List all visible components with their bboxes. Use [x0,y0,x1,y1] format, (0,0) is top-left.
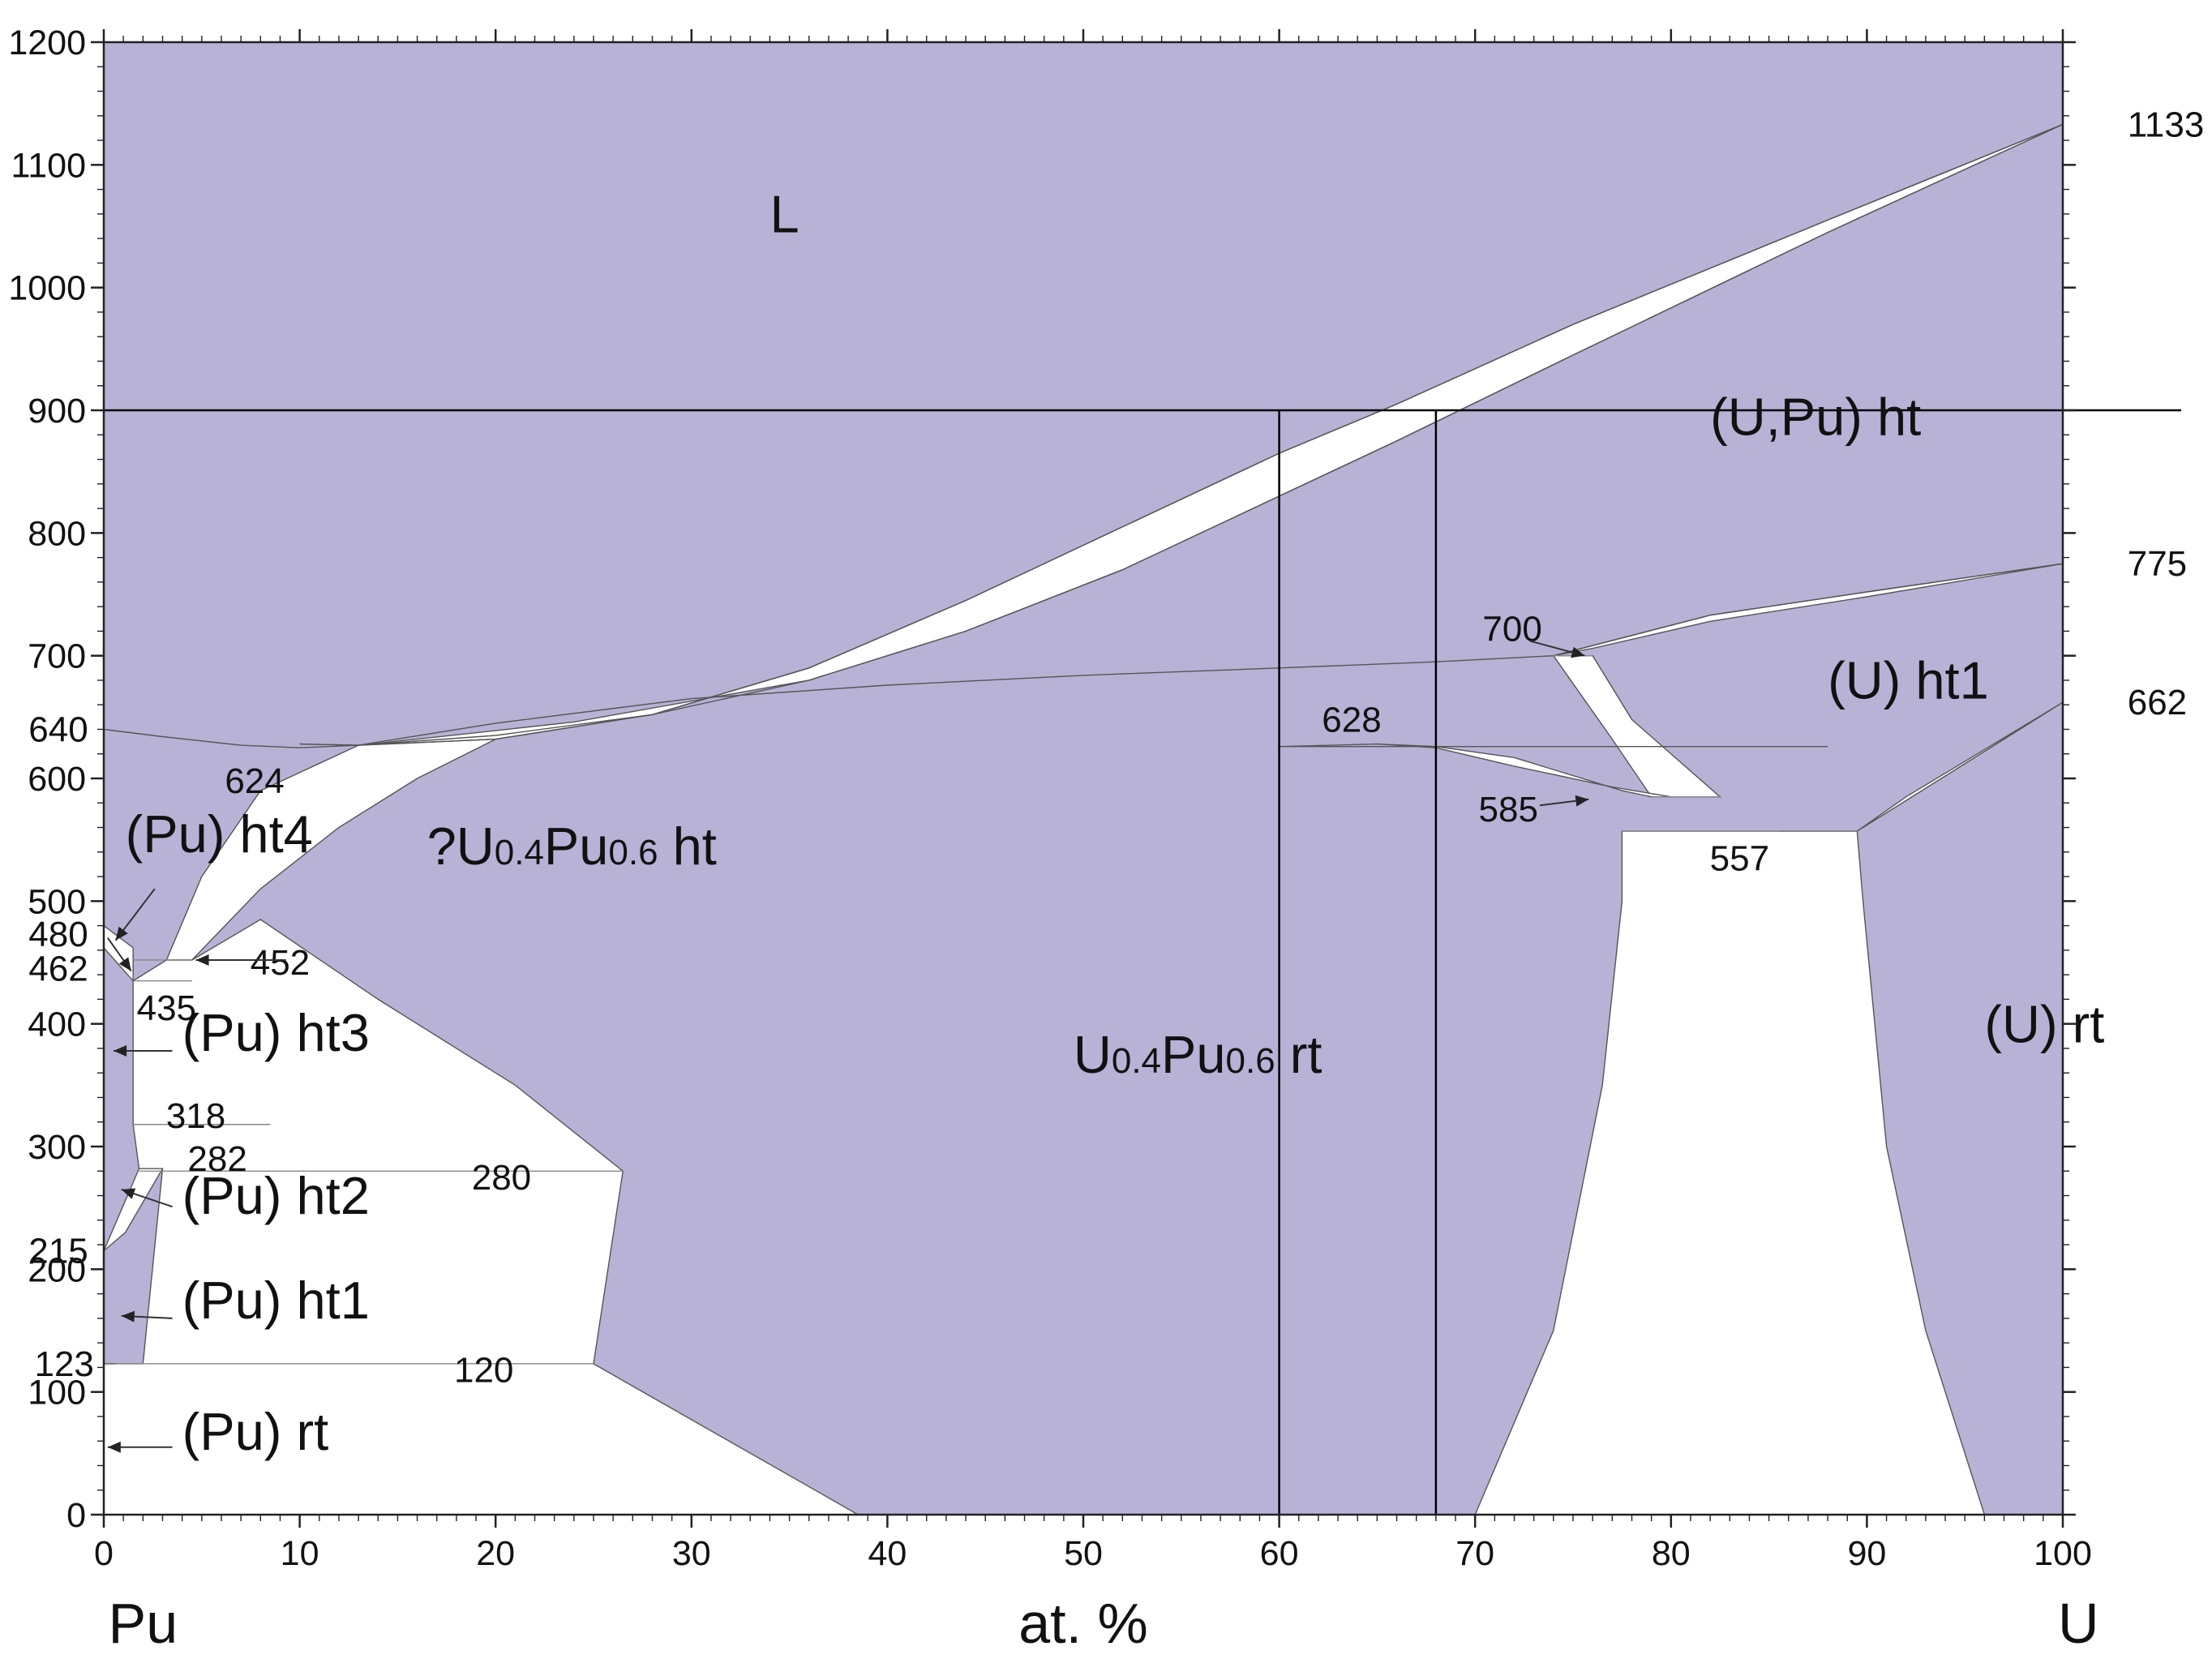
pointer-arrow-head [195,954,209,966]
temperature-label: 215 [28,1232,88,1271]
pointer-arrow-head [114,1044,127,1057]
phase-label-upu_alloy_ht: ?U0.4Pu0.6 ht [427,817,717,876]
x-tick-label: 30 [672,1534,711,1573]
temperature-label: 282 [187,1139,246,1179]
temperature-label: 775 [2128,544,2187,584]
temperature-label: 557 [1710,838,1769,878]
y-tick-label: 900 [28,392,86,431]
temperature-label: 628 [1322,700,1381,739]
temperature-label: 480 [28,915,88,954]
pointer-arrow-head [115,926,128,941]
x-tick-label: 70 [1455,1534,1494,1573]
phase-label-part: 0.6 [1226,1041,1275,1081]
phase-label-part: U [457,817,495,876]
temperature-label: 700 [1482,609,1541,649]
phase-label-part: Pu [1161,1025,1226,1084]
y-tick-label: 800 [28,514,86,553]
temperature-label: 624 [225,761,284,801]
y-tick-label: 1200 [8,24,86,62]
x-tick-label: 80 [1652,1534,1691,1573]
x-axis-title: at. % [1018,1592,1148,1655]
phase-label-pu_ht4: (Pu) ht4 [126,804,313,864]
x-axis-start-label: Pu [109,1592,178,1655]
x-tick-label: 100 [2034,1534,2092,1573]
x-tick-label: 60 [1260,1534,1299,1573]
phase-label-pu_ht2: (Pu) ht2 [182,1166,370,1225]
temperature-label: 280 [472,1158,531,1198]
phase-label-part: 0.6 [608,833,658,872]
y-tick-label: 0 [66,1496,86,1535]
pointer-arrow-head [107,1441,121,1453]
phase-label-part: ? [427,817,457,876]
x-tick-label: 20 [476,1534,515,1573]
solidus-line [299,123,2064,746]
temperature-label: 452 [251,943,310,983]
x-axis-end-label: U [2058,1592,2099,1655]
liquidus-line [299,123,2064,746]
two-phase-region-ht2-left [103,1168,164,1252]
phase-label-pu_ht1: (Pu) ht1 [182,1271,370,1330]
phase-label-part: Pu [544,817,609,876]
pointer-arrow-head [121,1310,135,1322]
y-tick-label: 1000 [8,269,86,308]
phase-label-part: ht [658,817,717,876]
labels: L(U,Pu) ht(U) ht1(U) rt?U0.4Pu0.6 htU0.4… [28,105,2204,1460]
temperature-label: 318 [166,1096,225,1136]
y-tick-label: 100 [28,1374,86,1413]
y-tick-label: 500 [28,882,86,921]
x-tick-label: 50 [1064,1534,1103,1573]
pointer-arrow-head [1575,795,1589,807]
temperature-label: 120 [454,1350,513,1390]
phase-label-upu_ht: (U,Pu) ht [1710,387,1921,446]
y-tick-label: 1100 [11,146,86,185]
x-tick-label: 10 [281,1534,319,1573]
phase-label-part: 0.4 [1112,1041,1161,1081]
two-phase-region-ht3-alloyht [165,738,496,961]
phase-label-u_rt: (U) rt [1984,994,2104,1053]
y-tick-label: 400 [28,1005,86,1044]
x-tick-label: 40 [868,1534,907,1573]
y-tick-label: 600 [28,760,86,799]
pointer-arrow-head [121,1188,136,1199]
temperature-label: 435 [137,988,196,1028]
x-tick-label: 0 [94,1534,114,1573]
phase-label-part: rt [1275,1025,1322,1084]
pointer-arrow-head [118,957,131,971]
phase-label-pu_rt: (Pu) rt [182,1402,329,1461]
ht1-ht-boundary-line [1553,563,2064,657]
phase-label-part: 0.4 [495,833,544,872]
phase-label-u_ht1: (U) ht1 [1828,651,1989,710]
y-tick-label: 200 [28,1250,86,1289]
alloy-ht-top-line [103,655,1554,748]
temperature-label: 585 [1479,790,1538,830]
temperature-label: 1133 [2128,105,2205,144]
y-tick-label: 700 [28,637,86,676]
axes: 0 10 20 30 40 50 60 70 80 90 100010020030040050060… [8,24,2092,1573]
temperature-label: 662 [2128,683,2187,722]
phase-label-L: L [769,185,799,244]
phase-label-pu_ht3: (Pu) ht3 [182,1003,370,1062]
y-tick-label: 300 [28,1128,86,1167]
plot-area [103,42,2064,1515]
x-tick-label: 90 [1847,1534,1886,1573]
phase-label-part: U [1074,1025,1112,1084]
pointer-arrow-head [1571,646,1585,658]
temperature-label: 640 [28,709,88,749]
phase-label-upu_alloy_rt: U0.4Pu0.6 rt [1074,1025,1322,1084]
temperature-label: 462 [28,950,88,989]
temperature-label: 123 [34,1344,93,1384]
